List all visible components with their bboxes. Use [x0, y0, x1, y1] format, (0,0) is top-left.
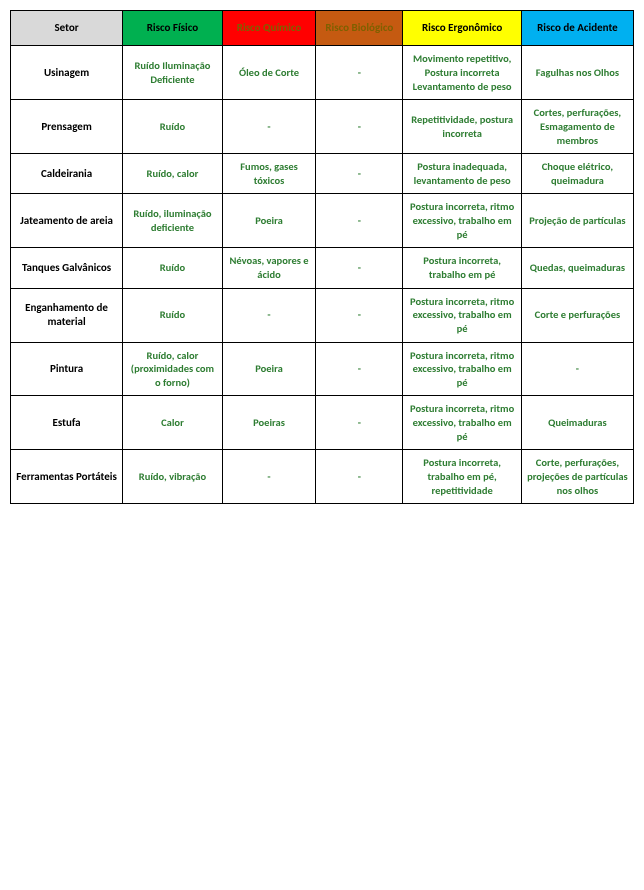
risk-cell: Corte e perfurações	[521, 288, 633, 342]
risk-cell: Poeira	[222, 194, 315, 248]
risk-cell: -	[316, 194, 403, 248]
sector-cell: Enganhamento de material	[11, 288, 123, 342]
sector-cell: Tanques Galvânicos	[11, 248, 123, 288]
risk-cell: -	[316, 450, 403, 504]
risk-cell: Postura incorreta, ritmo excessivo, trab…	[403, 396, 521, 450]
table-row: EstufaCalorPoeiras-Postura incorreta, ri…	[11, 396, 634, 450]
risk-cell: Movimento repetitivo, Postura incorreta …	[403, 46, 521, 100]
risk-cell: Postura incorreta, trabalho em pé, repet…	[403, 450, 521, 504]
risk-table: SetorRisco FísicoRisco QuímicoRisco Biol…	[10, 10, 634, 504]
sector-cell: Prensagem	[11, 100, 123, 154]
risk-cell: Postura inadequada, levantamento de peso	[403, 154, 521, 194]
sector-cell: Pintura	[11, 342, 123, 396]
table-header-row: SetorRisco FísicoRisco QuímicoRisco Biol…	[11, 11, 634, 46]
risk-cell: -	[222, 450, 315, 504]
risk-cell: -	[316, 100, 403, 154]
risk-cell: Ruído	[123, 100, 223, 154]
risk-cell: Choque elétrico, queimadura	[521, 154, 633, 194]
risk-cell: Postura incorreta, ritmo excessivo, trab…	[403, 194, 521, 248]
table-row: Enganhamento de materialRuído--Postura i…	[11, 288, 634, 342]
table-row: UsinagemRuído Iluminação DeficienteÓleo …	[11, 46, 634, 100]
risk-cell: Fagulhas nos Olhos	[521, 46, 633, 100]
risk-cell: Postura incorreta, trabalho em pé	[403, 248, 521, 288]
risk-cell: -	[316, 342, 403, 396]
risk-cell: -	[222, 100, 315, 154]
table-row: CaldeiraniaRuído, calorFumos, gases tóxi…	[11, 154, 634, 194]
sector-cell: Estufa	[11, 396, 123, 450]
risk-cell: -	[316, 154, 403, 194]
risk-cell: Calor	[123, 396, 223, 450]
risk-cell: Ruído, vibração	[123, 450, 223, 504]
risk-cell: Postura incorreta, ritmo excessivo, trab…	[403, 288, 521, 342]
risk-cell: Ruído, calor	[123, 154, 223, 194]
risk-cell: Óleo de Corte	[222, 46, 315, 100]
risk-cell: -	[316, 396, 403, 450]
risk-cell: Cortes, perfurações, Esmagamento de memb…	[521, 100, 633, 154]
risk-cell: Quedas, queimaduras	[521, 248, 633, 288]
col-header-3: Risco Biológico	[316, 11, 403, 46]
risk-cell: Postura incorreta, ritmo excessivo, trab…	[403, 342, 521, 396]
sector-cell: Usinagem	[11, 46, 123, 100]
risk-cell: Projeção de partículas	[521, 194, 633, 248]
risk-cell: Ruído, iluminação deficiente	[123, 194, 223, 248]
sector-cell: Ferramentas Portáteis	[11, 450, 123, 504]
sector-cell: Caldeirania	[11, 154, 123, 194]
table-row: Jateamento de areiaRuído, iluminação def…	[11, 194, 634, 248]
col-header-1: Risco Físico	[123, 11, 223, 46]
risk-cell: -	[521, 342, 633, 396]
table-row: PrensagemRuído--Repetitividade, postura …	[11, 100, 634, 154]
risk-cell: Ruído Iluminação Deficiente	[123, 46, 223, 100]
risk-cell: Poeiras	[222, 396, 315, 450]
risk-cell: Corte, perfurações, projeções de partícu…	[521, 450, 633, 504]
risk-cell: Ruído	[123, 288, 223, 342]
col-header-5: Risco de Acidente	[521, 11, 633, 46]
risk-cell: Repetitividade, postura incorreta	[403, 100, 521, 154]
col-header-4: Risco Ergonômico	[403, 11, 521, 46]
col-header-2: Risco Químico	[222, 11, 315, 46]
risk-cell: Queimaduras	[521, 396, 633, 450]
col-header-0: Setor	[11, 11, 123, 46]
table-row: PinturaRuído, calor (proximidades com o …	[11, 342, 634, 396]
table-row: Tanques GalvânicosRuídoNévoas, vapores e…	[11, 248, 634, 288]
sector-cell: Jateamento de areia	[11, 194, 123, 248]
risk-cell: Névoas, vapores e ácido	[222, 248, 315, 288]
table-row: Ferramentas PortáteisRuído, vibração--Po…	[11, 450, 634, 504]
risk-cell: -	[222, 288, 315, 342]
risk-cell: Fumos, gases tóxicos	[222, 154, 315, 194]
risk-cell: Ruído, calor (proximidades com o forno)	[123, 342, 223, 396]
risk-cell: -	[316, 288, 403, 342]
risk-cell: -	[316, 248, 403, 288]
risk-cell: -	[316, 46, 403, 100]
risk-cell: Poeira	[222, 342, 315, 396]
risk-cell: Ruído	[123, 248, 223, 288]
